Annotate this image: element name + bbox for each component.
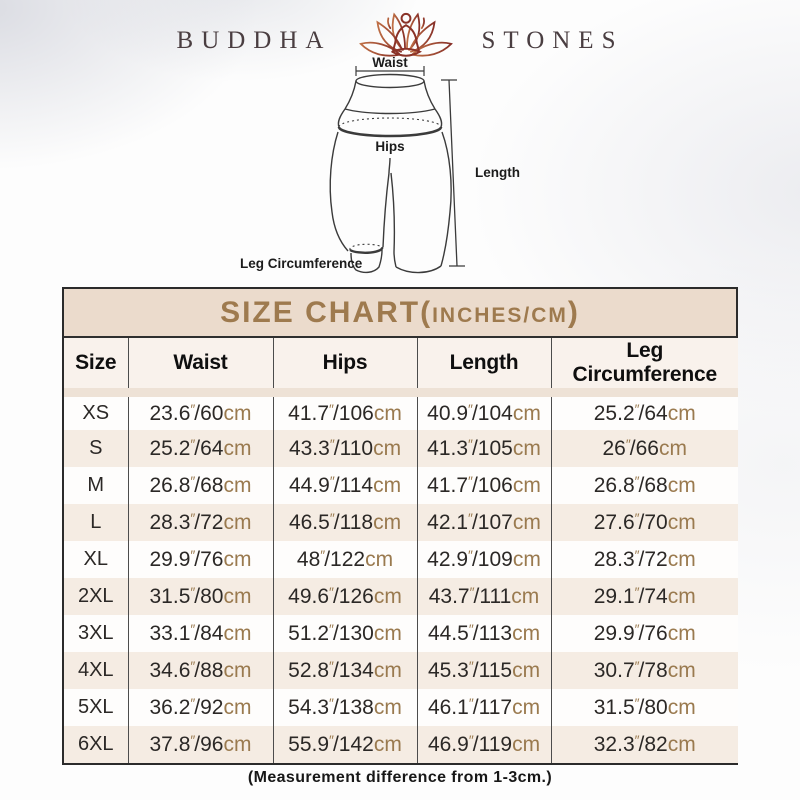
size-cell: S bbox=[89, 436, 103, 459]
hips-cell: 55.9″/142cm bbox=[272, 725, 417, 763]
column-header-size: Size bbox=[64, 338, 128, 397]
length-cell: 46.1″/117cm bbox=[416, 688, 551, 726]
length-cell: 42.1″/107cm bbox=[416, 503, 551, 541]
hips-cell: 43.3″/110cm bbox=[272, 429, 417, 467]
table-row: 4XL 34.6″/88cm 52.8″/134cm 45.3″/115cm 30.7″… bbox=[64, 651, 738, 689]
hips-cell: 48″/122cm bbox=[272, 540, 417, 578]
table-row: S 25.2″/64cm 43.3″/110cm 41.3″/105cm 26″/66c… bbox=[64, 429, 738, 467]
table-row: M 26.8″/68cm 44.9″/114cm 41.7″/106cm 26.8″/6… bbox=[64, 466, 738, 504]
table-row: L 28.3″/72cm 46.5″/118cm 42.1″/107cm 27.6″/7… bbox=[64, 503, 738, 541]
leg-cell: 26″/66cm bbox=[550, 429, 738, 467]
hips-cell: 46.5″/118cm bbox=[272, 503, 417, 541]
hips-label: Hips bbox=[375, 139, 404, 154]
hips-cell: 49.6″/126cm bbox=[272, 577, 417, 615]
lotus-meditation-icon bbox=[347, 6, 465, 75]
leg-cell: 27.6″/70cm bbox=[550, 503, 738, 541]
size-cell: XL bbox=[83, 547, 108, 570]
waist-cell: 25.2″/64cm bbox=[127, 429, 273, 467]
size-cell: XS bbox=[82, 401, 110, 424]
table-row: 2XL 31.5″/80cm 49.6″/126cm 43.7″/111cm 29.1″… bbox=[64, 577, 738, 615]
waist-cell: 33.1″/84cm bbox=[127, 614, 273, 652]
leg-circumference-label: Leg Circumference bbox=[240, 256, 363, 271]
waist-cell: 37.8″/96cm bbox=[127, 725, 273, 763]
waist-cell: 34.6″/88cm bbox=[127, 651, 273, 689]
length-cell: 41.7″/106cm bbox=[416, 466, 551, 504]
table-row: XL 29.9″/76cm 48″/122cm 42.9″/109cm 28.3″/72… bbox=[64, 540, 738, 578]
length-cell: 40.9″/104cm bbox=[416, 392, 551, 430]
hips-cell: 41.7″/106cm bbox=[272, 392, 417, 430]
size-table: Size Waist Hips Length Leg Circumference… bbox=[64, 338, 738, 763]
brand-logo: BUDDHA bbox=[0, 6, 800, 75]
hips-cell: 51.2″/130cm bbox=[272, 614, 417, 652]
column-header-hips: Hips bbox=[272, 338, 417, 397]
leg-cell: 26.8″/68cm bbox=[550, 466, 738, 504]
table-row: 5XL 36.2″/92cm 54.3″/138cm 46.1″/117cm 31.5″… bbox=[64, 688, 738, 726]
waist-cell: 26.8″/68cm bbox=[127, 466, 273, 504]
leg-cell: 25.2″/64cm bbox=[550, 392, 738, 430]
size-table-body: XS 23.6″/60cm 41.7″/106cm 40.9″/104cm 25.2″/… bbox=[64, 392, 738, 763]
leg-cell: 32.3″/82cm bbox=[550, 725, 738, 763]
hips-cell: 54.3″/138cm bbox=[272, 688, 417, 726]
pants-measurement-diagram: Waist Hips Length Leg Circumference bbox=[238, 54, 540, 288]
waist-cell: 28.3″/72cm bbox=[127, 503, 273, 541]
size-cell: 5XL bbox=[77, 695, 114, 718]
waist-label: Waist bbox=[372, 55, 408, 70]
length-cell: 43.7″/111cm bbox=[416, 577, 551, 615]
length-cell: 41.3″/105cm bbox=[416, 429, 551, 467]
size-chart-title: SIZE CHART(INCHES/CM) bbox=[64, 289, 736, 338]
column-header-leg-circumference: Leg Circumference bbox=[550, 338, 738, 397]
leg-cell: 28.3″/72cm bbox=[550, 540, 738, 578]
length-cell: 46.9″/119cm bbox=[416, 725, 551, 763]
hips-cell: 44.9″/114cm bbox=[272, 466, 417, 504]
length-cell: 44.5″/113cm bbox=[416, 614, 551, 652]
size-cell: 6XL bbox=[77, 732, 114, 755]
table-row: XS 23.6″/60cm 41.7″/106cm 40.9″/104cm 25.2″/… bbox=[64, 392, 738, 430]
waist-cell: 29.9″/76cm bbox=[127, 540, 273, 578]
size-cell: 3XL bbox=[77, 621, 114, 644]
leg-cell: 31.5″/80cm bbox=[550, 688, 738, 726]
size-cell: L bbox=[90, 510, 102, 533]
column-header-length: Length bbox=[416, 338, 551, 397]
column-header-waist: Waist bbox=[127, 338, 273, 397]
length-cell: 42.9″/109cm bbox=[416, 540, 551, 578]
size-chart: SIZE CHART(INCHES/CM) Size Waist Hips Le… bbox=[62, 287, 738, 765]
table-row: 6XL 37.8″/96cm 55.9″/142cm 46.9″/119cm 32.3″… bbox=[64, 725, 738, 763]
waist-cell: 31.5″/80cm bbox=[127, 577, 273, 615]
table-header-row: Size Waist Hips Length Leg Circumference bbox=[64, 338, 738, 397]
length-label: Length bbox=[475, 165, 520, 180]
waist-cell: 23.6″/60cm bbox=[127, 392, 273, 430]
measurement-note: (Measurement difference from 1-3cm.) bbox=[247, 769, 553, 786]
hips-cell: 52.8″/134cm bbox=[272, 651, 417, 689]
leg-cell: 29.9″/76cm bbox=[550, 614, 738, 652]
length-cell: 45.3″/115cm bbox=[416, 651, 551, 689]
size-cell: M bbox=[87, 473, 105, 496]
waist-cell: 36.2″/92cm bbox=[127, 688, 273, 726]
leg-cell: 30.7″/78cm bbox=[550, 651, 738, 689]
table-row: 3XL 33.1″/84cm 51.2″/130cm 44.5″/113cm 29.9″… bbox=[64, 614, 738, 652]
brand-word-right: STONES bbox=[481, 26, 624, 54]
size-cell: 2XL bbox=[77, 584, 114, 607]
leg-cell: 29.1″/74cm bbox=[550, 577, 738, 615]
size-cell: 4XL bbox=[77, 658, 114, 681]
brand-word-left: BUDDHA bbox=[176, 26, 332, 54]
